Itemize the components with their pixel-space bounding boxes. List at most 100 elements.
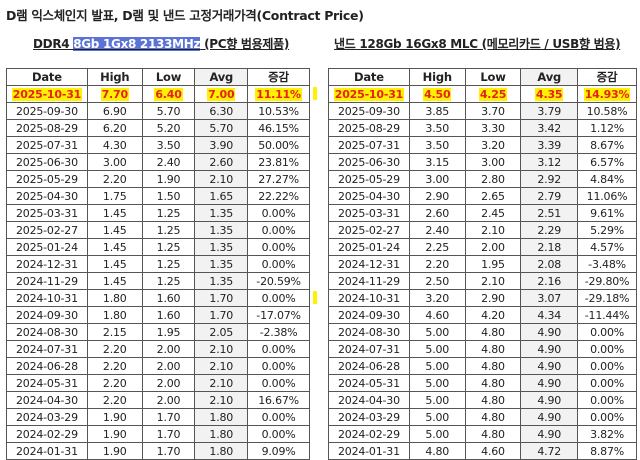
- table-cell: 4.50: [408, 85, 466, 103]
- column-header: High: [408, 68, 466, 86]
- table-cell: 2.25: [408, 238, 466, 256]
- selected-text[interactable]: 8Gb 1Gx8 2133MHz: [73, 37, 201, 51]
- table-cell: 0.00%: [247, 221, 310, 239]
- table-row: 2024-04-30 2.20 2.00 2.10 16.67%: [6, 391, 310, 409]
- table-cell: 4.80: [464, 340, 522, 358]
- table-cell: 0.00%: [577, 340, 637, 358]
- table-cell: 3.82%: [577, 425, 637, 443]
- cell-value: -29.18%: [584, 291, 630, 305]
- table-cell: 2.60: [408, 204, 466, 222]
- row-highlight-marker: [313, 87, 317, 100]
- cell-value: 2.00: [481, 240, 505, 254]
- cell-value: 5.00: [425, 342, 450, 356]
- table-cell: 1.75: [86, 187, 143, 205]
- ddr4-subtitle: DDR4 8Gb 1Gx8 2133MHz (PC향 범용제품): [33, 35, 289, 52]
- table-cell: 4.80: [464, 408, 522, 426]
- table-cell: 0.00%: [577, 323, 637, 341]
- table-row: 2024-09-30 4.60 4.20 4.34 -11.44%: [328, 306, 637, 324]
- column-header: 증감: [577, 68, 637, 86]
- cell-value: 4.80: [481, 325, 505, 339]
- cell-value: 2025-04-30: [15, 189, 78, 203]
- table-row: 2024-11-29 1.45 1.25 1.35 -20.59%: [6, 272, 310, 290]
- table-cell: 1.45: [86, 238, 143, 256]
- cell-value: 3.85: [425, 104, 450, 118]
- cell-value: 2024-04-30: [337, 393, 400, 407]
- cell-value: 0.00%: [261, 410, 296, 424]
- cell-value: 2024-09-30: [15, 308, 78, 322]
- table-cell: 2.00: [141, 357, 196, 375]
- table-cell: 4.90: [520, 340, 579, 358]
- table-cell: 2024-01-31: [328, 442, 410, 460]
- cell-value: 2.40: [425, 223, 450, 237]
- cell-value: 7.70: [100, 87, 129, 101]
- table-row: 2024-05-31 5.00 4.80 4.90 0.00%: [328, 374, 637, 392]
- table-cell: 2024-12-31: [328, 255, 410, 273]
- cell-value: 2025-02-27: [15, 223, 78, 237]
- cell-value: 2.05: [209, 325, 234, 339]
- cell-value: 7.00: [207, 87, 236, 101]
- cell-value: 2024-07-31: [337, 342, 400, 356]
- table-cell: 2024-10-31: [6, 289, 88, 307]
- table-cell: 2025-04-30: [6, 187, 88, 205]
- table-cell: 2024-05-31: [328, 374, 410, 392]
- table-cell: 27.27%: [247, 170, 310, 188]
- table-cell: 1.60: [141, 306, 196, 324]
- table-cell: 4.35: [520, 85, 579, 103]
- cell-value: 4.90: [537, 427, 562, 441]
- table-row: 2024-03-29 1.90 1.70 1.80 0.00%: [6, 408, 310, 426]
- cell-value: 4.84%: [590, 172, 625, 186]
- table-cell: 1.95: [464, 255, 522, 273]
- table-row: 2024-05-31 2.20 2.00 2.10 0.00%: [6, 374, 310, 392]
- table-cell: 5.00: [408, 374, 466, 392]
- cell-value: 2.45: [481, 206, 505, 220]
- cell-value: 2024-10-31: [337, 291, 400, 305]
- table-cell: 3.20: [408, 289, 466, 307]
- table-cell: 1.45: [86, 204, 143, 222]
- table-cell: 4.84%: [577, 170, 637, 188]
- table-cell: 0.00%: [247, 408, 310, 426]
- cell-value: 0.00%: [590, 376, 625, 390]
- table-cell: 7.00: [194, 85, 249, 103]
- cell-value: 2.79: [537, 189, 562, 203]
- cell-value: 2024-06-28: [15, 359, 78, 373]
- table-cell: 1.50: [141, 187, 196, 205]
- cell-value: 1.45: [102, 206, 127, 220]
- cell-value: 2024-05-31: [15, 376, 78, 390]
- cell-value: -11.44%: [584, 308, 630, 322]
- table-cell: 4.60: [408, 306, 466, 324]
- cell-value: 1.50: [156, 189, 181, 203]
- cell-value: 1.90: [102, 427, 127, 441]
- cell-value: 3.82%: [590, 427, 625, 441]
- table-cell: 2025-01-24: [6, 238, 88, 256]
- cell-value: 2.08: [537, 257, 562, 271]
- cell-value: 1.70: [209, 291, 234, 305]
- cell-value: 0.00%: [261, 427, 296, 441]
- cell-value: 2025-03-31: [15, 206, 78, 220]
- table-cell: 50.00%: [247, 136, 310, 154]
- table-cell: 0.00%: [247, 425, 310, 443]
- table-cell: 2024-11-29: [6, 272, 88, 290]
- table-row: 2025-02-27 2.40 2.10 2.29 5.29%: [328, 221, 637, 239]
- cell-value: 0.00%: [590, 325, 625, 339]
- cell-value: 2024-01-31: [337, 444, 400, 458]
- cell-value: 4.35: [535, 87, 564, 101]
- table-cell: 4.20: [464, 306, 522, 324]
- cell-value: 2.60: [425, 206, 450, 220]
- table-cell: 2024-03-29: [328, 408, 410, 426]
- table-cell: 2024-08-30: [328, 323, 410, 341]
- table-cell: 4.90: [520, 374, 579, 392]
- cell-value: 4.60: [425, 308, 450, 322]
- table-cell: 3.50: [408, 119, 466, 137]
- table-cell: 2.40: [408, 221, 466, 239]
- cell-value: 4.80: [481, 359, 505, 373]
- table-cell: 4.57%: [577, 238, 637, 256]
- cell-value: 3.30: [481, 121, 505, 135]
- table-cell: 2.92: [520, 170, 579, 188]
- table-cell: 2024-01-31: [6, 442, 88, 460]
- cell-value: 2024-06-28: [337, 359, 400, 373]
- table-cell: 0.00%: [577, 391, 637, 409]
- table-cell: 3.70: [464, 102, 522, 120]
- cell-value: 1.12%: [590, 121, 625, 135]
- table-row: 2024-08-30 5.00 4.80 4.90 0.00%: [328, 323, 637, 341]
- table-row: 2024-10-31 3.20 2.90 3.07 -29.18%: [328, 289, 637, 307]
